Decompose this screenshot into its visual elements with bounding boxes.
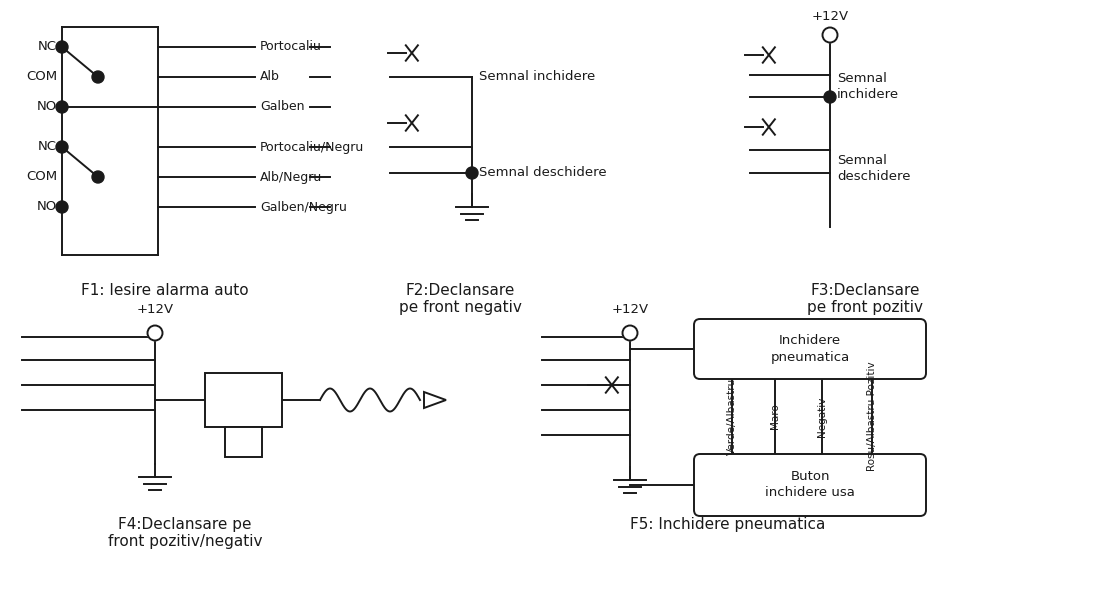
Text: NC: NC bbox=[39, 41, 57, 54]
Bar bbox=[226, 427, 262, 457]
Circle shape bbox=[56, 41, 68, 53]
Text: F4:Declansare pe
front pozitiv/negativ: F4:Declansare pe front pozitiv/negativ bbox=[108, 517, 262, 549]
Text: Alb: Alb bbox=[260, 71, 279, 84]
Text: NO: NO bbox=[36, 200, 57, 213]
Text: Inchidere
pneumatica: Inchidere pneumatica bbox=[770, 335, 849, 363]
FancyBboxPatch shape bbox=[694, 454, 926, 516]
Text: Alb/Negru: Alb/Negru bbox=[260, 170, 322, 183]
Text: Maro: Maro bbox=[770, 403, 780, 429]
Bar bbox=[205, 373, 282, 427]
Circle shape bbox=[623, 325, 638, 341]
Circle shape bbox=[147, 325, 163, 341]
Text: Semnal
inchidere: Semnal inchidere bbox=[837, 71, 899, 100]
Text: Galben/Negru: Galben/Negru bbox=[260, 200, 346, 213]
Circle shape bbox=[824, 91, 836, 103]
Text: COM: COM bbox=[26, 71, 57, 84]
Text: F5: Inchidere pneumatica: F5: Inchidere pneumatica bbox=[630, 517, 826, 532]
Text: Semnal
deschidere: Semnal deschidere bbox=[837, 154, 911, 183]
Text: Semnal inchidere: Semnal inchidere bbox=[478, 71, 595, 84]
Text: COM: COM bbox=[26, 170, 57, 183]
Text: Verde/Albastru: Verde/Albastru bbox=[727, 378, 737, 455]
Polygon shape bbox=[424, 392, 446, 408]
Text: Portocaliu: Portocaliu bbox=[260, 41, 322, 54]
Circle shape bbox=[56, 201, 68, 213]
Circle shape bbox=[92, 71, 104, 83]
Circle shape bbox=[56, 141, 68, 153]
Text: +12V: +12V bbox=[612, 303, 649, 316]
Text: +12V: +12V bbox=[812, 10, 848, 23]
Text: Galben: Galben bbox=[260, 100, 305, 114]
Text: Buton
inchidere usa: Buton inchidere usa bbox=[766, 470, 855, 499]
Text: NC: NC bbox=[39, 140, 57, 154]
Circle shape bbox=[92, 171, 104, 183]
Text: Rosu/Albastru Pozitiv: Rosu/Albastru Pozitiv bbox=[867, 362, 877, 471]
Circle shape bbox=[823, 28, 837, 42]
Circle shape bbox=[466, 167, 478, 179]
Text: F1: Iesire alarma auto: F1: Iesire alarma auto bbox=[81, 283, 249, 298]
FancyBboxPatch shape bbox=[694, 319, 926, 379]
Text: Semnal deschidere: Semnal deschidere bbox=[478, 167, 606, 180]
Text: F3:Declansare
pe front pozitiv: F3:Declansare pe front pozitiv bbox=[807, 283, 923, 315]
Text: Portocaliu/Negru: Portocaliu/Negru bbox=[260, 140, 364, 154]
Circle shape bbox=[56, 101, 68, 113]
Text: +12V: +12V bbox=[136, 303, 174, 316]
Text: F2:Declansare
pe front negativ: F2:Declansare pe front negativ bbox=[398, 283, 521, 315]
Text: Negativ: Negativ bbox=[817, 396, 827, 437]
Text: NO: NO bbox=[36, 100, 57, 114]
